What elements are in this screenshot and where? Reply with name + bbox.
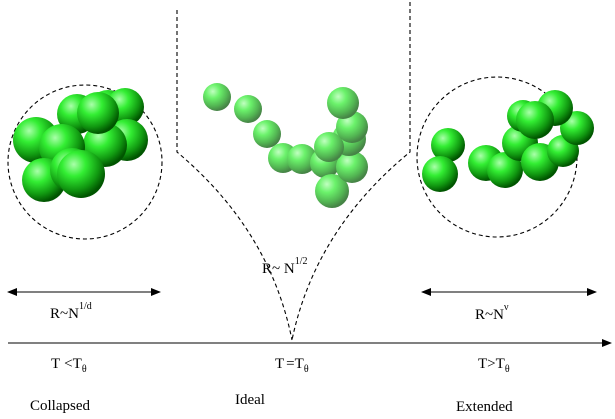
left-dashed-boundary — [176, 10, 293, 341]
ideal-phase-label: Ideal — [235, 392, 265, 408]
ideal-polymer-chain — [203, 83, 368, 208]
right-dashed-boundary — [291, 2, 411, 341]
collapsed-temperature-label: T <Tθ — [51, 356, 87, 375]
collapsed-scaling-label: R~N1/d — [50, 301, 92, 322]
extended-scaling-label: R~Nν — [475, 302, 509, 323]
collapsed-polymer — [13, 88, 148, 202]
extended-phase-label: Extended — [456, 399, 513, 415]
ideal-scaling-label: R~ N1/2 — [262, 256, 307, 277]
extended-polymer-chain — [422, 90, 594, 192]
ideal-temperature-label: T =Tθ — [275, 356, 309, 375]
collapsed-boundary-circle — [7, 84, 163, 240]
collapsed-phase-label: Collapsed — [30, 398, 90, 414]
extended-temperature-label: T>Tθ — [478, 356, 510, 375]
